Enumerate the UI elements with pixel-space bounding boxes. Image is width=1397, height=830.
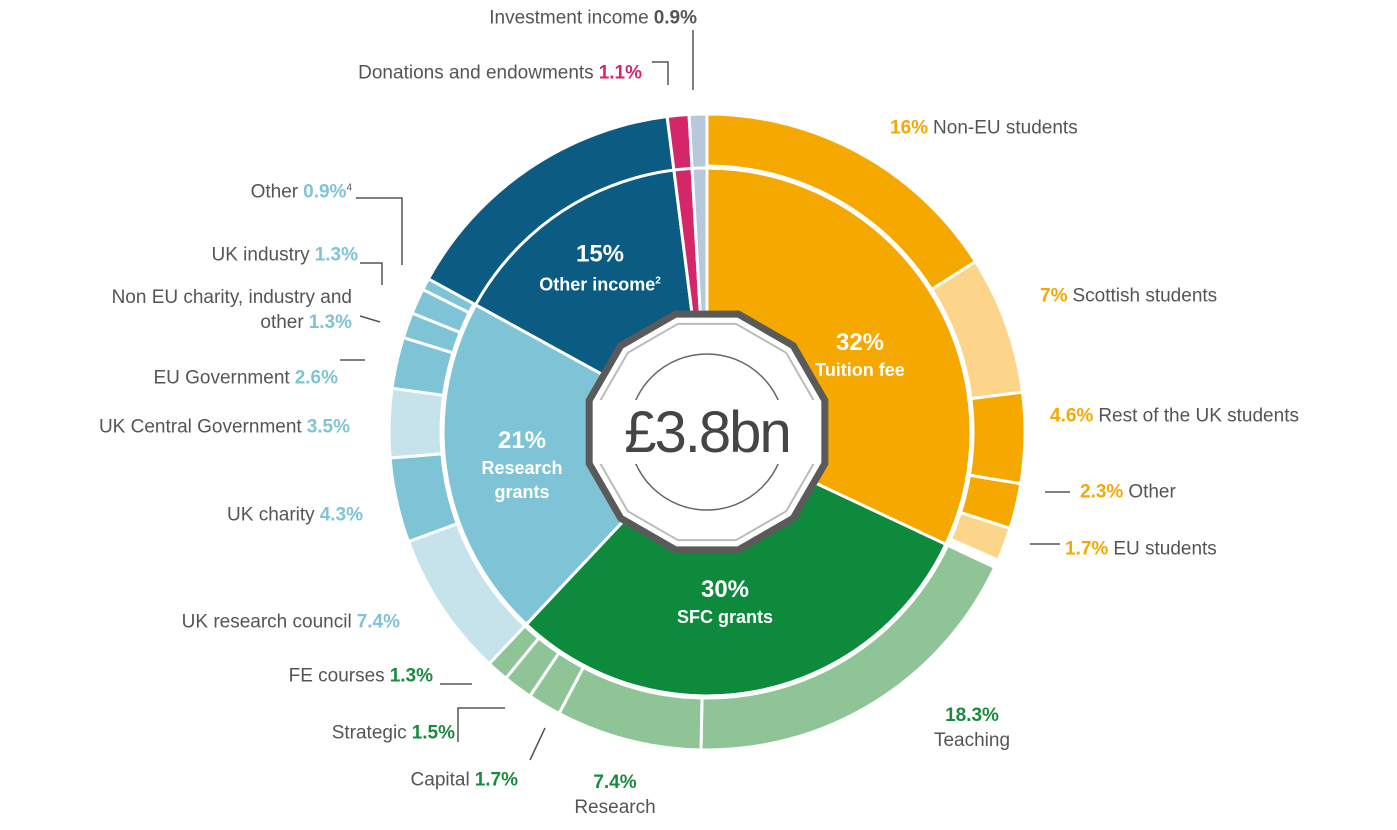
inner-name-text: SFC grants [676,607,773,627]
inner-name-text: Tuition fee [815,360,905,380]
sub-segment [967,390,1027,486]
label: 4.6% Rest of the UK students [1050,404,1299,429]
inner-name: Tuition fee [800,358,920,382]
category-label: Non EU charity, industry and other [111,287,352,333]
label: 16% Non-EU students [890,116,1078,141]
label: Investment income 0.9% [489,6,697,31]
label: Capital 1.7% [411,768,518,793]
center-label: £3.8bn [624,400,789,465]
label: EU Government 2.6% [153,366,338,391]
category-label: UK Central Government [98,416,302,438]
inner-label: 15% Other income2 [510,240,690,297]
label: UK research council 7.4% [182,610,400,635]
value-label: 7.4% [593,772,637,793]
category-label: UK industry [211,244,310,266]
category-label: Donations and endowments [358,62,594,84]
leader-line [360,262,383,285]
value-label: 0.9% [303,181,347,203]
category-label: Non-EU students [933,117,1078,139]
inner-name: SFC grants [655,605,795,629]
value-label: 1.3% [389,665,433,687]
label: FE courses 1.3% [289,664,433,689]
sub-segment [948,510,1012,563]
category-label: UK charity [227,504,315,526]
category-label: UK research council [181,611,352,633]
leader-line [457,707,505,742]
category-label: Capital [410,769,470,791]
value-label: 4.6% [1050,405,1094,427]
label: 7% Scottish students [1040,284,1217,309]
category-label: EU students [1113,538,1217,560]
category-label: Research [574,797,656,818]
value-label: 1.7% [474,769,518,791]
inner-name-text: Research grants [481,458,563,502]
value-label: 1.3% [308,312,352,333]
value-label: 2.3% [1080,481,1124,503]
category-label: Scottish students [1072,285,1218,307]
inner-name: Other income2 [510,270,690,297]
center-ring-gap [597,400,817,464]
leader-line [529,727,546,761]
value-label: 4.3% [319,504,363,526]
value-label: 2.6% [294,367,338,389]
leader-line [356,197,403,265]
label: 7.4% Research [574,770,655,820]
label: Donations and endowments 1.1% [358,61,642,86]
leader-line [359,315,381,323]
inner-label: 21% Research grants [472,426,572,504]
sub-segment [387,386,446,460]
value-label: 16% [890,117,929,139]
value-label: 1.3% [314,244,358,266]
value-label: 0.9% [653,7,697,29]
label: UK Central Government 3.5% [99,415,350,440]
leader-line [652,61,669,85]
category-label: FE courses [288,665,385,687]
category-label: Investment income [489,7,649,29]
value-label: 1.7% [1065,538,1109,560]
ring-divider [441,166,973,698]
value-label: 7.4% [356,611,400,633]
label: 1.7% EU students [1065,537,1217,562]
footnote: 4 [346,182,352,194]
label: UK industry 1.3% [211,243,358,268]
category-label: Other [1128,481,1176,503]
category-label: Other [250,181,299,203]
value-label: 1.5% [411,722,455,744]
label: Other 0.9%4 [251,175,352,204]
value-label: 18.3% [945,705,999,726]
inner-name-text: Other income [539,274,656,295]
category-label: Rest of the UK students [1098,405,1299,427]
inner-name: Research grants [472,456,572,504]
label: 2.3% Other [1080,480,1176,505]
category-label: EU Government [153,367,290,389]
label: 18.3% Teaching [934,703,1010,753]
inner-label: 32% Tuition fee [800,328,920,382]
inner-value: 15% [575,240,625,268]
footnote: 2 [655,275,661,287]
value-label: 1.1% [598,62,642,84]
category-label: Teaching [933,730,1011,751]
inner-value: 21% [497,427,547,454]
label: Non EU charity, industry and other 1.3% [102,285,352,335]
inner-label: 30% SFC grants [655,575,795,629]
inner-value: 32% [835,329,885,356]
inner-value: 30% [700,576,750,603]
label: Strategic 1.5% [332,721,455,746]
value-label: 3.5% [306,416,350,438]
label: UK charity 4.3% [227,503,363,528]
value-label: 7% [1040,285,1068,307]
category-label: Strategic [331,722,407,744]
